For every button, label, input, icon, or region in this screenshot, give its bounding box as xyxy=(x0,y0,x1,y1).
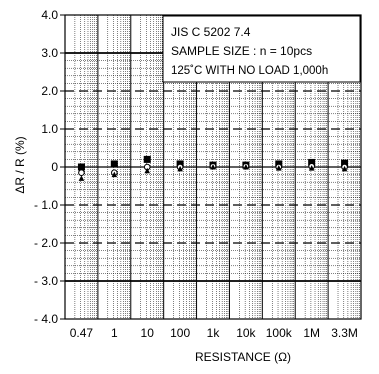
triangle-marker xyxy=(144,167,151,174)
triangle-marker xyxy=(177,165,183,172)
x-tick-label: 0.47 xyxy=(70,326,94,340)
x-tick-label: 10 xyxy=(141,326,155,340)
legend-line-2: SAMPLE SIZE : n = 10pcs xyxy=(171,44,312,58)
square-marker xyxy=(77,163,85,171)
triangle-marker xyxy=(275,165,282,171)
x-tick-label: 3.3M xyxy=(331,326,358,340)
y-axis: 4.0 3.0 2.0 1.0 0 - 1.0 - 2.0 - 3.0 - 4.0 xyxy=(34,8,65,326)
triangle-marker xyxy=(243,164,249,170)
y-tick-label: 3.0 xyxy=(41,46,58,60)
y-tick-label: - 1.0 xyxy=(34,198,58,212)
y-tick-label: 0 xyxy=(51,160,58,174)
square-marker xyxy=(308,158,316,166)
y-tick-label: 2.0 xyxy=(41,84,58,98)
x-tick-label: 100k xyxy=(266,326,293,340)
legend-line-3: 125˚C WITH NO LOAD 1,000h xyxy=(171,65,328,77)
x-axis: 0.47 1 10 100 1k 10k 100k 1M 3.3M xyxy=(70,326,358,340)
triangle-marker xyxy=(78,175,85,181)
y-tick-label: 1.0 xyxy=(41,122,58,136)
data-markers xyxy=(77,155,349,181)
x-tick-label: 1M xyxy=(303,326,320,340)
square-marker xyxy=(143,155,151,163)
triangle-marker xyxy=(308,165,315,171)
x-tick-label: 100 xyxy=(170,326,190,340)
y-axis-label: ΔR / R (%) xyxy=(13,136,27,193)
x-axis-label: RESISTANCE (Ω) xyxy=(195,350,291,364)
dashed-lines xyxy=(65,90,361,244)
square-marker xyxy=(341,159,349,167)
legend-line-1: JIS C 5202 7.4 xyxy=(171,25,251,39)
legend-box xyxy=(162,15,361,83)
triangle-marker xyxy=(111,171,118,178)
x-tick-label: 1 xyxy=(111,326,118,340)
triangle-marker xyxy=(341,165,348,172)
circle-marker xyxy=(78,169,85,176)
y-tick-label: - 2.0 xyxy=(34,236,58,250)
square-marker xyxy=(110,160,118,168)
x-tick-label: 10k xyxy=(236,326,256,340)
x-tick-label: 1k xyxy=(207,326,221,340)
triangle-marker xyxy=(210,164,216,170)
y-tick-label: - 4.0 xyxy=(34,312,58,326)
y-tick-label: - 3.0 xyxy=(34,274,58,288)
y-tick-label: 4.0 xyxy=(41,8,58,22)
